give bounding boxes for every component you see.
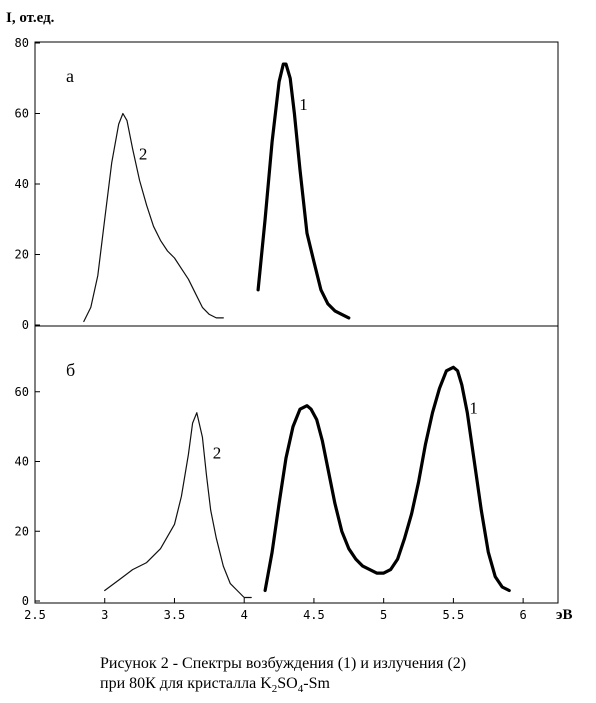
caption-line-2-mid: SO [277,675,298,692]
x-tick-label-3: 3 [101,608,108,622]
panel-a-letter: а [66,66,74,86]
x-axis-title: эВ [556,607,573,623]
panel-a-series-2-line [83,112,224,323]
caption-line-2-suffix: -Sm [303,675,330,692]
x-tick-label-5.5: 5.5 [443,608,465,622]
y-axis-title: I, от.ед. [6,10,55,26]
panel-a-series: 21 [83,62,351,323]
x-tick-label-2.5: 2.5 [24,608,46,622]
panel-a-y-tick-label-60: 60 [15,107,29,121]
caption-line-2-prefix: при 80К для кристалла K [100,675,272,692]
panel-b-series-2-line [104,412,252,599]
panel-b-y-tick-label-40: 40 [15,455,29,469]
panel-b-letter: б [66,360,75,380]
panel-a-series-1-label: 1 [299,95,308,114]
x-tick-label-6: 6 [520,608,527,622]
panel-a-y-tick-label-20: 20 [15,248,29,262]
caption-line-2: при 80К для кристалла K2SO4-Sm [100,674,580,699]
panel-a-series-2-label: 2 [139,145,148,164]
caption-subscript-1: 2 [271,683,278,696]
panel-b-y-tick-label-20: 20 [15,524,29,538]
x-tick-label-4.5: 4.5 [303,608,325,622]
panel-b-y-ticks: 60 40 20 0 [15,385,40,608]
figure-caption: Рисунок 2 - Спектры возбуждения (1) и из… [100,654,580,699]
caption-subscript-2: 4 [297,683,304,696]
panel-a-series-1-line [256,62,351,320]
panel-b-series-2-label: 2 [213,444,222,463]
panel-b-y-tick-label-0: 0 [22,594,29,608]
panel-b-series-1-label: 1 [469,398,478,417]
x-tick-label-4: 4 [241,608,248,622]
panel-b-y-tick-label-60: 60 [15,385,29,399]
panel-a-y-tick-label-0: 0 [22,318,29,332]
panel-b-series: 21 [104,365,511,599]
panel-a-y-tick-label-80: 80 [15,36,29,50]
caption-line-1: Рисунок 2 - Спектры возбуждения (1) и из… [100,655,467,672]
panel-a-frame [34,41,559,327]
x-tick-label-3.5: 3.5 [164,608,186,622]
panel-b-frame [34,325,559,604]
x-tick-label-5: 5 [380,608,387,622]
x-axis-ticks: 2.5 3 3.5 4 4.5 5 5.5 6 [24,598,527,622]
panel-b-series-1-line [263,365,511,593]
panel-a-y-tick-label-40: 40 [15,177,29,191]
panel-a-y-ticks: 80 60 40 20 0 [15,36,40,332]
